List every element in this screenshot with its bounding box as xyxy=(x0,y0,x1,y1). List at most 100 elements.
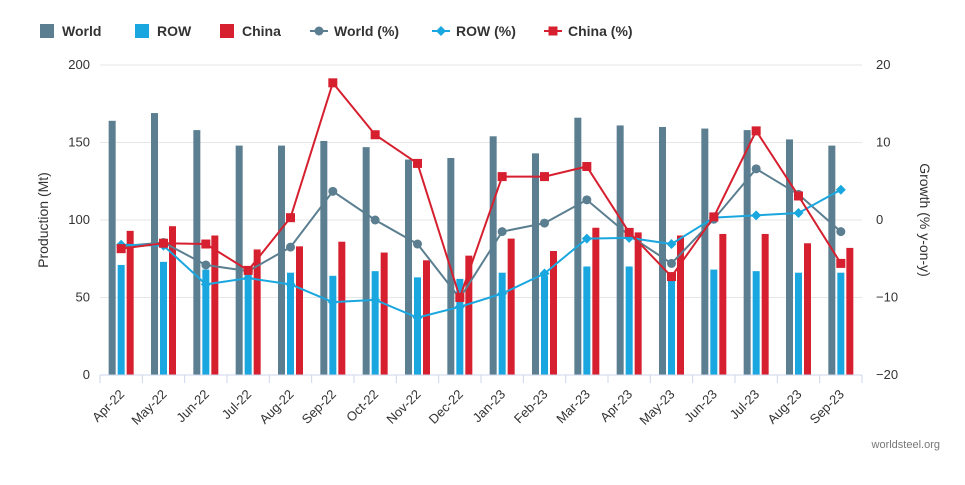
legend[interactable]: World ROW China World (%) ROW (%) China (%) xyxy=(40,23,633,39)
point-world xyxy=(751,164,761,174)
point-row xyxy=(835,184,846,195)
line-world xyxy=(121,167,842,300)
point-row xyxy=(243,273,254,284)
point-china xyxy=(413,158,422,168)
bar-row xyxy=(414,277,421,375)
bar-row xyxy=(583,266,591,375)
legend-label-china: China (%) xyxy=(568,23,633,39)
point-row xyxy=(751,210,762,221)
y-tick-label-right: −20 xyxy=(876,367,898,382)
point-world xyxy=(540,218,549,228)
bar-world xyxy=(489,136,497,375)
point-world xyxy=(413,239,422,249)
x-tick-label: Oct-22 xyxy=(343,387,381,425)
bar-china xyxy=(846,247,854,375)
legend-swatch-world xyxy=(40,24,54,38)
bar-world xyxy=(616,125,624,375)
bar-china xyxy=(677,235,684,375)
bar-world xyxy=(532,153,539,375)
point-china xyxy=(201,239,211,249)
legend-marker-china xyxy=(548,26,558,36)
point-china xyxy=(667,272,676,282)
point-row xyxy=(666,239,677,250)
bar-row xyxy=(625,266,633,375)
bar-world xyxy=(362,147,370,375)
x-tick-label: May-23 xyxy=(636,387,677,428)
bar-china xyxy=(380,252,388,375)
bar-china xyxy=(634,232,642,375)
point-china xyxy=(751,126,761,136)
legend-marker-row xyxy=(436,26,446,36)
bar-world xyxy=(235,145,243,375)
bar-row xyxy=(160,261,167,375)
bar-row xyxy=(710,269,718,375)
point-world xyxy=(286,242,295,252)
legend-item-world[interactable]: World xyxy=(40,23,101,39)
point-row xyxy=(793,208,804,219)
bar-china xyxy=(550,251,557,375)
credit-label[interactable]: worldsteel.org xyxy=(871,439,940,451)
point-row xyxy=(581,233,592,244)
bar-world xyxy=(193,130,201,375)
bar-china xyxy=(253,249,261,375)
x-tick-label: Mar-23 xyxy=(553,387,593,427)
bar-row xyxy=(371,271,379,375)
point-world xyxy=(201,260,211,270)
x-tick-label: Feb-23 xyxy=(511,387,551,427)
bar-china xyxy=(423,260,430,375)
x-tick-label: Aug-22 xyxy=(256,387,296,427)
y-tick-label-left: 100 xyxy=(68,212,90,227)
point-china xyxy=(455,293,465,302)
bar-row xyxy=(752,271,760,375)
bar-china xyxy=(169,226,176,375)
bar-row xyxy=(244,271,252,375)
legend-item-china[interactable]: China xyxy=(220,23,281,39)
legend-swatch-row xyxy=(135,24,149,38)
bar-china xyxy=(211,235,219,375)
point-china xyxy=(116,244,126,254)
bar-world xyxy=(278,145,285,375)
point-china xyxy=(370,130,380,140)
point-world xyxy=(370,215,380,225)
legend-item-row[interactable]: ROW xyxy=(135,23,192,39)
point-china xyxy=(328,78,338,88)
point-row xyxy=(370,294,381,305)
point-china xyxy=(794,191,803,201)
y-tick-label-left: 150 xyxy=(68,135,90,150)
point-world xyxy=(836,227,846,237)
point-world xyxy=(497,227,507,237)
x-tick-label: Dec-22 xyxy=(426,387,466,427)
legend-item-row[interactable]: ROW (%) xyxy=(432,23,516,39)
legend-item-world[interactable]: World (%) xyxy=(310,23,399,39)
line-row xyxy=(121,188,842,319)
legend-item-china[interactable]: China (%) xyxy=(544,23,633,39)
point-world xyxy=(667,258,676,268)
point-china xyxy=(836,258,846,268)
bar-china xyxy=(804,243,811,375)
bar-row xyxy=(287,272,294,375)
point-china xyxy=(540,172,549,182)
x-tick-label: Sep-23 xyxy=(807,387,847,427)
legend-swatch-china xyxy=(220,24,234,38)
y-tick-label-right: 20 xyxy=(876,57,890,72)
point-china xyxy=(624,227,634,237)
bar-china xyxy=(507,238,515,375)
point-row xyxy=(412,312,423,323)
bar-row xyxy=(837,272,845,375)
bar-china xyxy=(592,227,600,375)
point-world xyxy=(328,186,338,196)
point-china xyxy=(286,213,295,223)
bar-china xyxy=(126,230,134,375)
bar-world xyxy=(743,130,751,375)
legend-label-china: China xyxy=(242,23,281,39)
legend-label-row: ROW xyxy=(157,23,192,39)
point-row xyxy=(200,279,211,290)
bar-row xyxy=(668,272,675,375)
y-axis-title-right: Growth (% y-on-y) xyxy=(917,163,933,277)
point-china xyxy=(243,265,253,275)
x-tick-label: Sep-22 xyxy=(299,387,339,427)
bar-china xyxy=(719,233,727,375)
y-tick-label-right: 10 xyxy=(876,135,890,150)
